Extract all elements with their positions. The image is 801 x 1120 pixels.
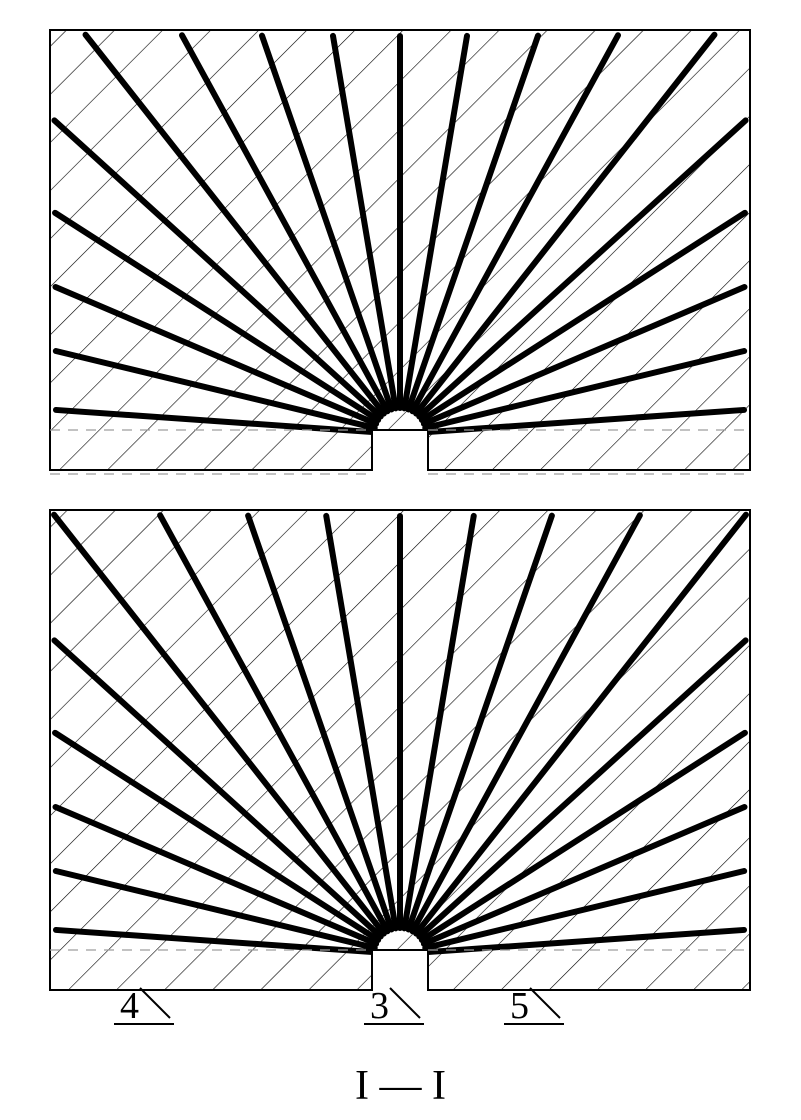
callout-number: 4	[120, 985, 139, 1027]
figure-container: 4 3 5 I — I	[0, 0, 801, 1120]
callout-number: 5	[510, 985, 529, 1027]
diagram-svg: 4 3 5	[0, 0, 801, 1120]
callout-number: 3	[370, 985, 389, 1027]
leader-line	[530, 988, 560, 1018]
section-caption: I — I	[0, 1062, 801, 1110]
leader-line	[140, 988, 170, 1018]
leader-line	[390, 988, 420, 1018]
